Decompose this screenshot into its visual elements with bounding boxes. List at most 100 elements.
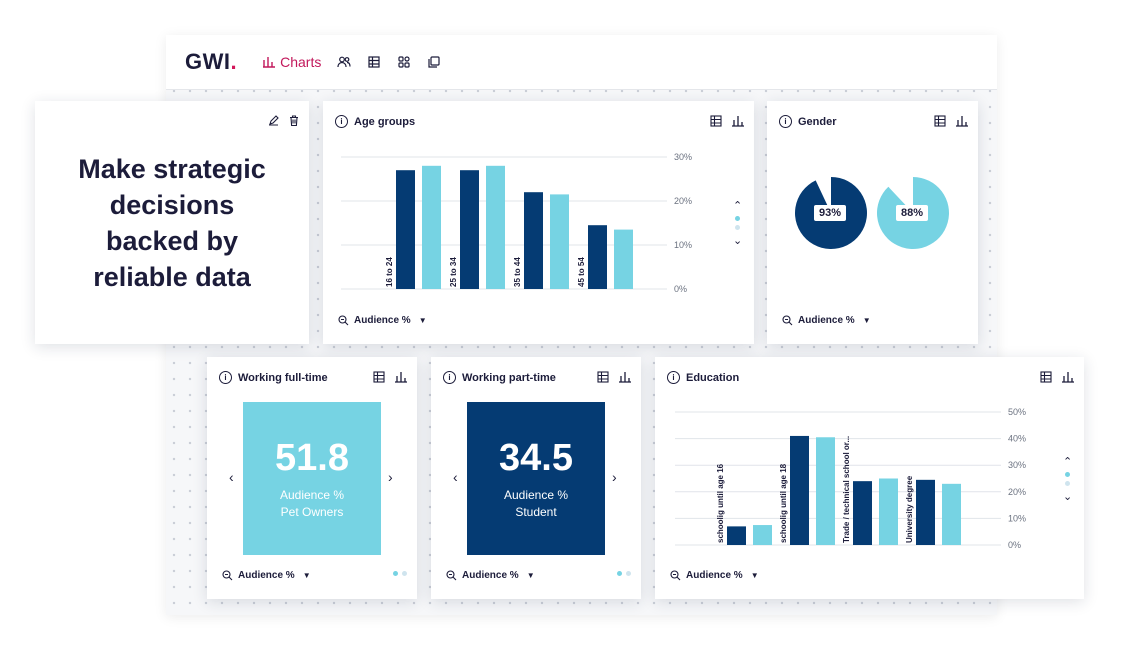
table-view-icon[interactable]: [597, 371, 609, 383]
nav-charts-tab[interactable]: Charts: [263, 54, 321, 70]
y-tick-label: 30%: [1008, 460, 1026, 470]
working-full-time-card: i Working full-time 51.8 Audience % Pet …: [207, 357, 417, 599]
trash-icon[interactable]: [289, 115, 299, 126]
table-view-icon[interactable]: [710, 115, 722, 127]
table-icon[interactable]: [367, 55, 381, 69]
bar-light: [816, 437, 835, 545]
people-icon[interactable]: [337, 55, 351, 69]
chevron-right-icon[interactable]: ›: [612, 469, 617, 485]
info-icon[interactable]: i: [219, 371, 232, 384]
top-navigation-bar: GWI. Charts: [166, 35, 997, 90]
zoom-icon: [670, 570, 681, 581]
table-view-icon[interactable]: [1040, 371, 1052, 383]
y-tick-label: 0%: [674, 284, 687, 294]
age-metric-selector[interactable]: Audience % ▼: [338, 315, 427, 326]
info-icon[interactable]: i: [667, 371, 680, 384]
age-card-actions: [710, 115, 744, 127]
grid-icon[interactable]: [397, 55, 411, 69]
info-icon[interactable]: i: [335, 115, 348, 128]
copy-icon[interactable]: [427, 55, 441, 69]
bar-dark: [790, 435, 809, 545]
y-tick-label: 0%: [1008, 540, 1021, 550]
education-metric-selector[interactable]: Audience % ▼: [670, 570, 759, 581]
chevron-up-icon[interactable]: ⌃: [1063, 456, 1073, 468]
part-time-metric-selector[interactable]: Audience % ▼: [446, 570, 535, 581]
full-time-card-actions: [373, 371, 407, 383]
part-time-card-actions: [597, 371, 631, 383]
slide-dot-active[interactable]: [617, 571, 622, 576]
y-tick-label: 10%: [1008, 513, 1026, 523]
metric-label: Audience %: [462, 570, 519, 581]
zoom-icon: [446, 570, 457, 581]
category-label: University degree: [905, 475, 914, 543]
gender-pie-charts: [795, 177, 949, 249]
category-label: schoolig until age 18: [779, 463, 788, 543]
gwi-logo[interactable]: GWI.: [185, 49, 238, 74]
slide-dot[interactable]: [402, 571, 407, 576]
table-view-icon[interactable]: [934, 115, 946, 127]
hero-line: Make strategic: [78, 154, 266, 184]
bar-dark: [460, 170, 479, 289]
pie-label-light: 88%: [896, 205, 929, 221]
y-tick-label: 20%: [1008, 487, 1026, 497]
metric-label: Audience %: [686, 570, 743, 581]
chart-view-icon[interactable]: [732, 115, 744, 127]
y-tick-label: 10%: [674, 240, 692, 250]
y-tick-label: 20%: [674, 196, 692, 206]
y-tick-label: 30%: [674, 152, 692, 162]
age-chart-pager: ⌃ ⌄: [733, 199, 742, 247]
slide-dots: [617, 571, 631, 576]
full-time-title: i Working full-time: [219, 371, 328, 384]
chart-view-icon[interactable]: [956, 115, 968, 127]
pager-dot[interactable]: [1065, 481, 1071, 486]
gender-title: i Gender: [779, 115, 837, 128]
education-chart-pager: ⌃ ⌄: [1063, 455, 1072, 503]
y-tick-label: 40%: [1008, 434, 1026, 444]
pager-dot[interactable]: [735, 225, 741, 230]
chart-view-icon[interactable]: [395, 371, 407, 383]
stat-metric: Audience %: [503, 487, 569, 502]
chart-view-icon[interactable]: [619, 371, 631, 383]
chevron-down-icon[interactable]: ⌄: [733, 235, 743, 247]
part-time-stat-tile: 34.5 Audience % Student: [467, 402, 605, 555]
slide-dots: [393, 571, 407, 576]
pager-dot-active[interactable]: [735, 216, 741, 221]
chevron-left-icon[interactable]: ‹: [453, 469, 458, 485]
education-chart: 50% 40% 30% 20% 10% 0% schoolig until age 16 sc…: [675, 407, 1026, 550]
stat-audience: Student: [515, 504, 557, 519]
chevron-right-icon[interactable]: ›: [388, 469, 393, 485]
caret-down-icon: ▼: [526, 571, 535, 580]
bar-dark: [396, 170, 415, 289]
stat-metric: Audience %: [279, 487, 345, 502]
category-label: 16 to 24: [385, 257, 394, 287]
age-groups-card: i Age groups 30% 20% 10% 0% 16 to 24 25 to 34…: [323, 101, 754, 344]
slide-dot[interactable]: [626, 571, 631, 576]
chevron-up-icon[interactable]: ⌃: [733, 200, 743, 212]
edit-icon[interactable]: [268, 115, 279, 126]
card-title-text: Gender: [798, 115, 837, 128]
bar-light: [422, 165, 441, 289]
chevron-down-icon[interactable]: ⌄: [1063, 491, 1073, 503]
bar-light: [879, 478, 898, 545]
zoom-icon: [338, 315, 349, 326]
gender-metric-selector[interactable]: Audience % ▼: [782, 315, 871, 326]
bar-dark: [853, 481, 872, 545]
slide-dot-active[interactable]: [393, 571, 398, 576]
hero-card-actions: [268, 115, 299, 126]
working-part-time-card: i Working part-time 34.5 Audience % Stud…: [431, 357, 641, 599]
age-groups-title: i Age groups: [335, 115, 415, 128]
chart-view-icon[interactable]: [1062, 371, 1074, 383]
card-title-text: Working full-time: [238, 371, 328, 384]
info-icon[interactable]: i: [779, 115, 792, 128]
pager-dot-active[interactable]: [1065, 472, 1071, 477]
table-view-icon[interactable]: [373, 371, 385, 383]
hero-headline: Make strategic decisions backed by relia…: [35, 151, 309, 295]
chevron-left-icon[interactable]: ‹: [229, 469, 234, 485]
full-time-metric-selector[interactable]: Audience % ▼: [222, 570, 311, 581]
info-icon[interactable]: i: [443, 371, 456, 384]
card-title-text: Working part-time: [462, 371, 556, 384]
part-time-title: i Working part-time: [443, 371, 556, 384]
age-groups-chart: 30% 20% 10% 0% 16 to 24 25 to 34 35 to 44 45 to…: [341, 152, 692, 294]
card-title-text: Education: [686, 371, 740, 384]
hero-line: decisions: [109, 190, 235, 220]
